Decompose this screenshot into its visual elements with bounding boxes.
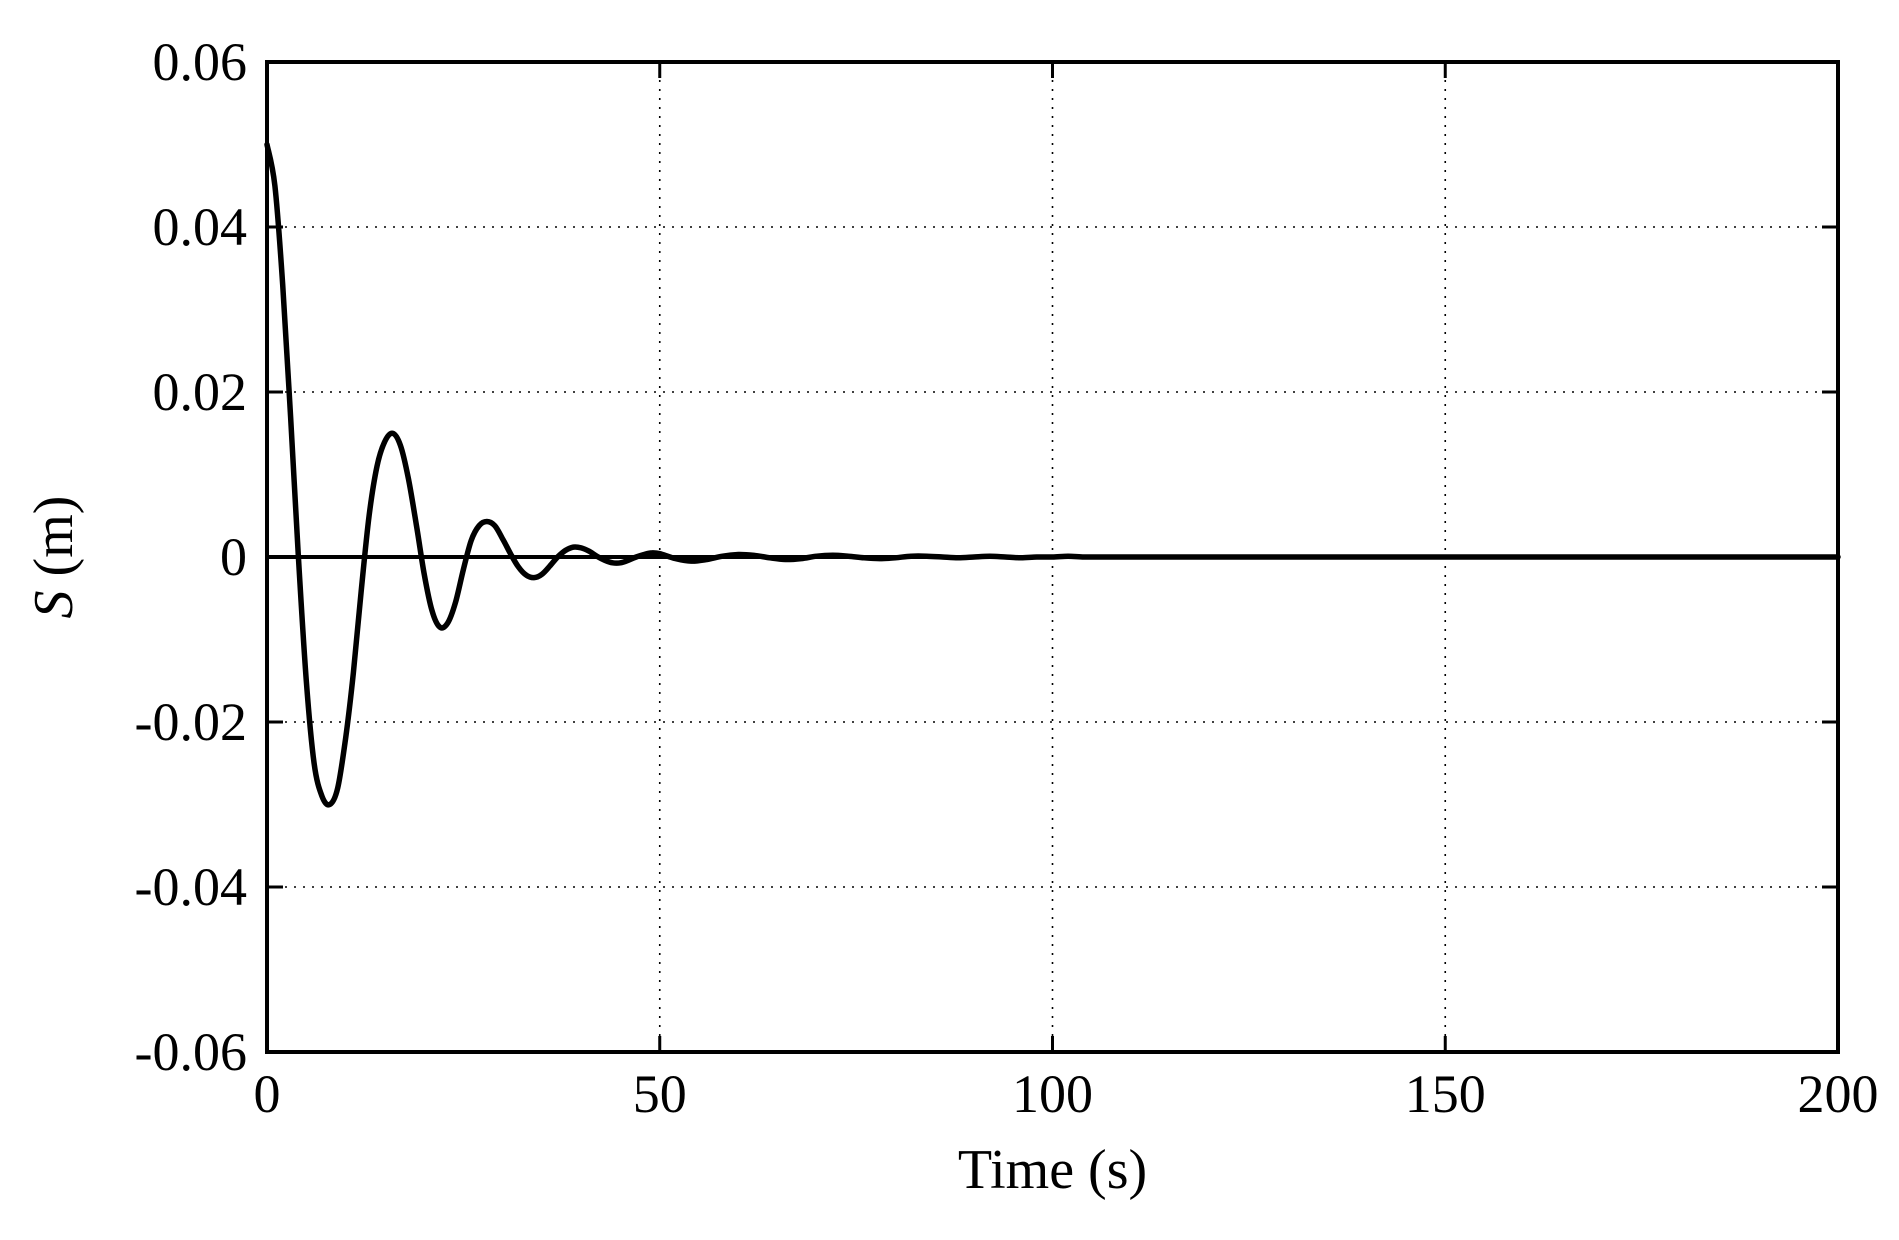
series-line	[264, 141, 1841, 808]
y-tick-label: 0.06	[153, 32, 248, 92]
y-axis-variable: S	[23, 590, 85, 618]
y-tick-label: -0.04	[135, 857, 247, 917]
tick-marks	[265, 60, 1840, 1054]
x-tick-label: 200	[1798, 1064, 1879, 1124]
x-tick-label: 100	[1012, 1064, 1093, 1124]
y-tick-labels: -0.06 -0.04 -0.02 0 0.02 0.04 0.06	[135, 32, 247, 1082]
x-tick-label: 0	[254, 1064, 281, 1124]
x-axis-title: Time (s)	[958, 1139, 1147, 1201]
x-tick-label: 50	[633, 1064, 687, 1124]
x-tick-labels: 0 50 100 150 200	[254, 1064, 1879, 1124]
y-tick-label: -0.06	[135, 1022, 247, 1082]
y-axis-title: S (m)	[23, 496, 85, 619]
series-layer	[264, 141, 1841, 808]
x-tick-label: 150	[1405, 1064, 1486, 1124]
y-tick-label: 0.04	[153, 197, 248, 257]
y-tick-label: 0.02	[153, 362, 248, 422]
y-tick-label: -0.02	[135, 692, 247, 752]
y-axis-unit: (m)	[23, 496, 85, 591]
y-tick-label: 0	[220, 527, 247, 587]
